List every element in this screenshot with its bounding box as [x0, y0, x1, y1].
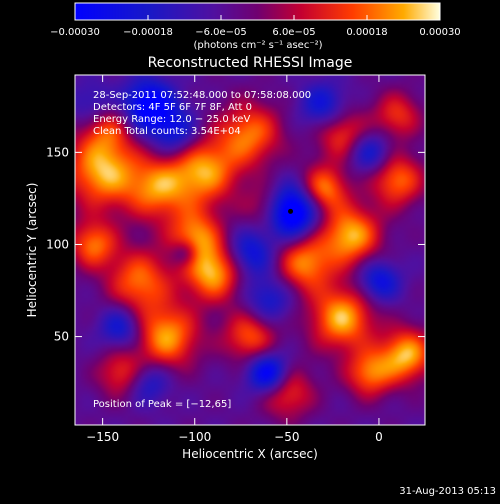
y-tick-label: 100: [46, 237, 69, 251]
colorbar-tick-label: 0.00030: [419, 27, 460, 38]
colorbar-tick-label: 0.00018: [346, 27, 387, 38]
y-tick-label: 50: [54, 330, 69, 344]
heatmap-image: [75, 75, 425, 425]
colorbar-tick-label: −0.00030: [50, 27, 100, 38]
colorbar-tick-label: −6.0e−05: [195, 27, 247, 38]
x-axis-label: Heliocentric X (arcsec): [182, 447, 318, 461]
colorbar-ticks: −0.00030 −0.00018 −6.0e−05 6.0e−05 0.00018 0.…: [50, 15, 461, 38]
annotation-detectors: Detectors: 4F 5F 6F 7F 8F, Att 0: [93, 102, 252, 113]
footer-timestamp: 31-Aug-2013 05:13: [399, 486, 496, 497]
y-axis-label: Heliocentric Y (arcsec): [25, 183, 39, 318]
annotations: 28-Sep-2011 07:52:48.000 to 07:58:08.000…: [93, 90, 311, 410]
x-axis-ticks: −150 −100 −50 0: [86, 75, 383, 444]
x-tick-label: −100: [178, 430, 211, 444]
annotation-clean-counts: Clean Total counts: 3.54E+04: [93, 126, 241, 137]
x-tick-label: −50: [274, 430, 299, 444]
peak-marker: [288, 208, 294, 214]
chart-title: Reconstructed RHESSI Image: [148, 55, 353, 71]
annotation-energy-range: Energy Range: 12.0 − 25.0 keV: [93, 114, 250, 125]
plot-frame: [74, 74, 426, 426]
colorbar-tick-label: 6.0e−05: [272, 27, 315, 38]
colorbar-frame: [74, 2, 441, 21]
y-tick-label: 150: [46, 145, 69, 159]
x-tick-label: −150: [86, 430, 119, 444]
annotation-peak-position: Position of Peak = [−12,65]: [93, 399, 231, 410]
annotation-time-range: 28-Sep-2011 07:52:48.000 to 07:58:08.000: [93, 90, 311, 101]
y-axis-ticks: 50 100 150: [46, 145, 425, 344]
colorbar-tick-label: −0.00018: [123, 27, 173, 38]
plot-area: [75, 75, 425, 425]
colorbar-units: (photons cm⁻² s⁻¹ asec⁻²): [193, 40, 322, 51]
x-tick-label: 0: [375, 430, 383, 444]
colorbar: [75, 3, 440, 20]
